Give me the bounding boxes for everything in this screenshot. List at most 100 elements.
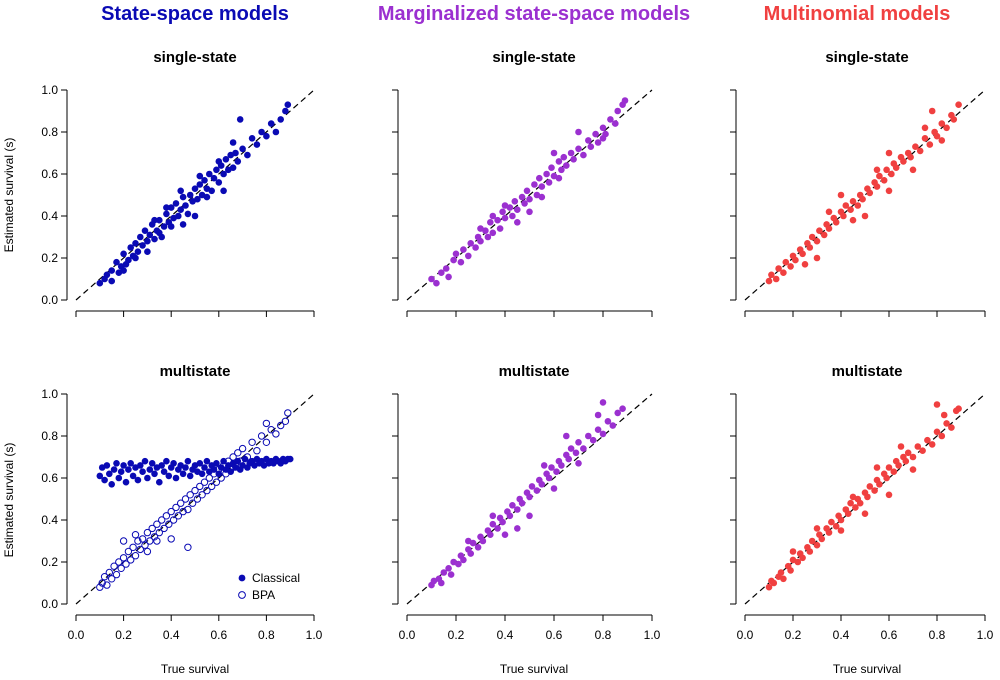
data-point bbox=[186, 472, 194, 480]
data-point bbox=[248, 135, 256, 142]
data-point bbox=[484, 233, 492, 241]
data-point bbox=[614, 409, 621, 417]
data-point bbox=[514, 219, 521, 226]
data-point bbox=[206, 170, 213, 178]
data-point bbox=[467, 240, 475, 247]
x-tick-label: 0.4 bbox=[497, 628, 514, 642]
y-tick-label: 0.6 bbox=[41, 167, 58, 181]
data-point bbox=[155, 528, 164, 537]
data-point bbox=[129, 472, 137, 480]
data-point bbox=[196, 482, 204, 491]
data-point bbox=[921, 135, 929, 142]
data-point bbox=[621, 97, 629, 104]
data-point bbox=[115, 474, 123, 482]
data-point bbox=[282, 107, 289, 115]
data-point bbox=[460, 556, 467, 564]
data-point bbox=[820, 231, 828, 239]
data-point bbox=[523, 187, 531, 195]
data-point bbox=[137, 462, 144, 469]
data-point bbox=[156, 216, 163, 224]
data-point bbox=[806, 548, 814, 555]
data-point bbox=[499, 208, 506, 216]
data-point bbox=[897, 443, 905, 450]
data-point bbox=[284, 409, 292, 417]
x-tick-label: 1.0 bbox=[977, 628, 994, 642]
y-tick-label: 0.6 bbox=[41, 471, 58, 485]
data-point bbox=[477, 225, 484, 232]
data-point bbox=[203, 486, 211, 495]
data-point bbox=[575, 128, 582, 136]
data-point bbox=[184, 210, 192, 218]
data-point bbox=[98, 579, 106, 587]
data-point bbox=[198, 491, 206, 499]
data-point bbox=[599, 399, 607, 406]
data-point bbox=[131, 531, 140, 539]
data-point bbox=[170, 460, 177, 467]
data-point bbox=[205, 474, 214, 482]
legend-bpa-marker bbox=[238, 591, 246, 599]
panel-r1-c2: 0.0 0.2 0.4 0.6 0.8 1.0 bbox=[730, 393, 994, 642]
data-point bbox=[96, 472, 104, 480]
legend-classical-label: Classical bbox=[252, 571, 300, 585]
data-point bbox=[239, 145, 246, 153]
data-point bbox=[813, 237, 821, 245]
data-point bbox=[208, 482, 216, 491]
data-point bbox=[883, 166, 890, 174]
data-point bbox=[852, 504, 859, 511]
data-point bbox=[146, 231, 154, 239]
data-point bbox=[151, 470, 158, 478]
data-point bbox=[919, 447, 926, 455]
data-point bbox=[134, 537, 142, 545]
data-point bbox=[184, 505, 192, 514]
data-point bbox=[548, 464, 555, 471]
panel-r1-c1: 0.0 0.2 0.4 0.6 0.8 1.0 bbox=[392, 393, 661, 642]
data-point bbox=[455, 560, 462, 568]
y-axis-label-bottom: Estimated survival (s) bbox=[2, 443, 16, 558]
data-point bbox=[127, 460, 134, 467]
data-point bbox=[208, 187, 215, 195]
data-point bbox=[509, 502, 516, 509]
panel-r0-c2 bbox=[730, 89, 986, 317]
data-point bbox=[172, 503, 180, 512]
data-point bbox=[494, 525, 501, 532]
data-point bbox=[177, 187, 184, 195]
data-point bbox=[565, 455, 572, 463]
data-point bbox=[487, 219, 494, 226]
data-point bbox=[787, 263, 794, 270]
data-point bbox=[489, 212, 497, 220]
data-point bbox=[861, 212, 869, 220]
data-point bbox=[158, 462, 165, 469]
data-point bbox=[489, 229, 497, 237]
data-point bbox=[938, 120, 946, 127]
data-point bbox=[234, 449, 242, 457]
data-point bbox=[110, 466, 118, 473]
data-point bbox=[789, 548, 797, 555]
data-point bbox=[585, 432, 592, 440]
data-point bbox=[518, 499, 526, 507]
data-point bbox=[108, 575, 116, 583]
data-point bbox=[538, 193, 546, 201]
data-point bbox=[181, 495, 190, 503]
data-point bbox=[609, 422, 617, 429]
data-point bbox=[587, 143, 595, 150]
data-point bbox=[229, 164, 237, 171]
data-point bbox=[188, 499, 197, 507]
data-point bbox=[248, 438, 256, 446]
data-point bbox=[563, 432, 570, 440]
data-point bbox=[849, 198, 857, 205]
data-point bbox=[110, 562, 118, 570]
data-point bbox=[594, 139, 602, 146]
data-point bbox=[136, 545, 145, 554]
data-point bbox=[514, 206, 521, 213]
data-point bbox=[263, 132, 270, 140]
data-point bbox=[163, 210, 170, 218]
data-point bbox=[787, 567, 794, 574]
data-point bbox=[765, 583, 773, 591]
data-point bbox=[832, 219, 840, 226]
data-point bbox=[286, 455, 294, 463]
data-point bbox=[477, 237, 484, 245]
data-point bbox=[156, 229, 163, 237]
data-point bbox=[550, 485, 558, 492]
data-point bbox=[489, 520, 497, 528]
data-point bbox=[940, 411, 948, 419]
